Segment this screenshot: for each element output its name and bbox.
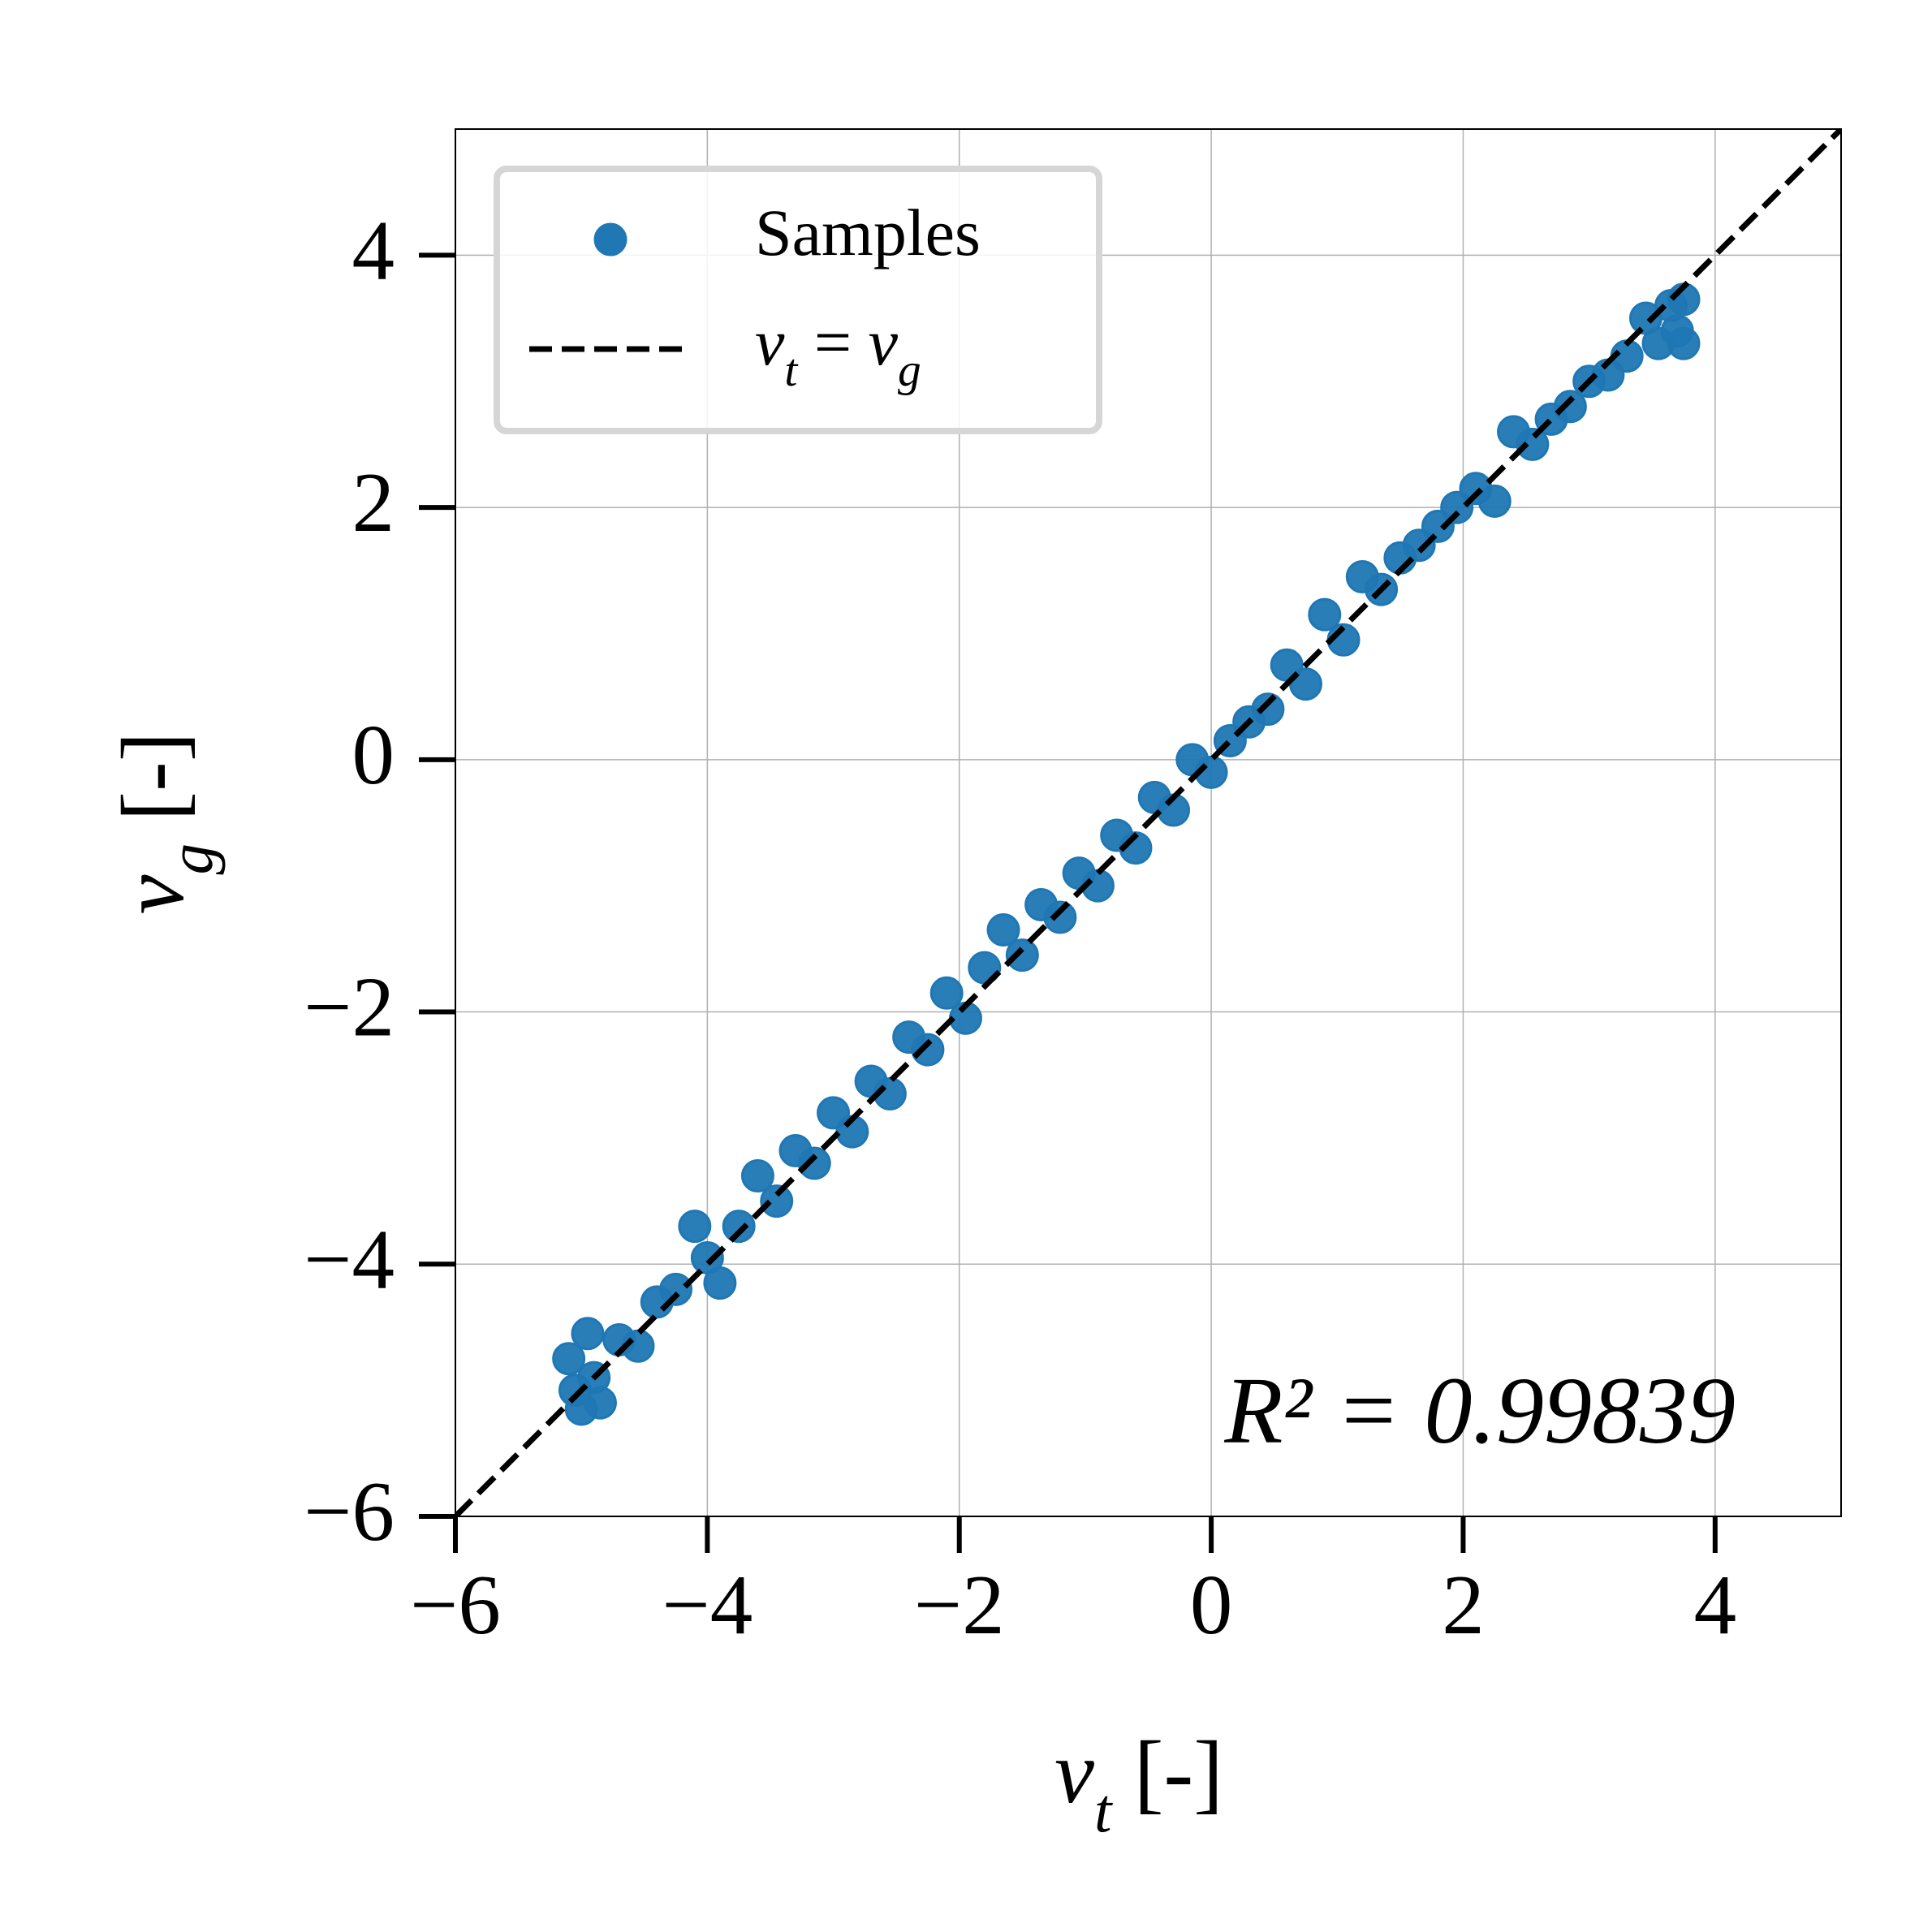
x-tick-label: 2 xyxy=(1442,1557,1485,1652)
sample-point xyxy=(552,1342,586,1376)
sample-point xyxy=(1516,427,1550,461)
y-tick-label: −2 xyxy=(304,960,395,1054)
y-tick-label: 2 xyxy=(352,455,395,550)
sample-point xyxy=(1251,692,1285,727)
sample-point xyxy=(1005,938,1039,972)
x-tick-label: 4 xyxy=(1694,1557,1737,1652)
sample-point xyxy=(703,1266,737,1300)
x-tick-label: −4 xyxy=(662,1557,753,1652)
annotation: R² = 0.99839 xyxy=(1223,1357,1736,1464)
legend-label: νt = νg xyxy=(755,305,921,396)
sample-point xyxy=(911,1033,945,1067)
sample-point xyxy=(797,1146,831,1180)
sample-point xyxy=(583,1386,617,1420)
x-axis-label: νt [-] xyxy=(1054,1723,1223,1844)
legend-label: Samples xyxy=(755,196,981,270)
sample-point xyxy=(571,1317,605,1351)
sample-point xyxy=(1043,900,1077,934)
sample-point xyxy=(740,1159,774,1193)
legend-box xyxy=(494,166,1102,434)
reference-line xyxy=(455,129,1841,1516)
y-tick-label: 4 xyxy=(352,202,395,297)
y-tick-label: 0 xyxy=(352,707,395,802)
x-tick-label: 0 xyxy=(1190,1557,1233,1652)
sample-point xyxy=(722,1210,756,1244)
x-tick-label: −6 xyxy=(410,1557,501,1652)
sample-point xyxy=(659,1272,693,1306)
y-axis-label: νg [-] xyxy=(103,732,225,915)
y-tick-label: −4 xyxy=(304,1211,395,1306)
sample-point xyxy=(1553,390,1587,424)
sample-point xyxy=(1477,484,1512,518)
plot-frame xyxy=(455,128,1842,1517)
sample-point xyxy=(1667,326,1701,360)
sample-point xyxy=(678,1210,712,1244)
x-tick-label: −2 xyxy=(914,1557,1005,1652)
legend-marker xyxy=(593,222,627,257)
sample-point xyxy=(986,913,1020,947)
sample-point xyxy=(929,976,964,1010)
plot-area xyxy=(455,129,1841,1516)
sample-point xyxy=(1308,597,1342,632)
sample-point xyxy=(760,1184,794,1218)
y-tick-label: −6 xyxy=(304,1464,395,1559)
